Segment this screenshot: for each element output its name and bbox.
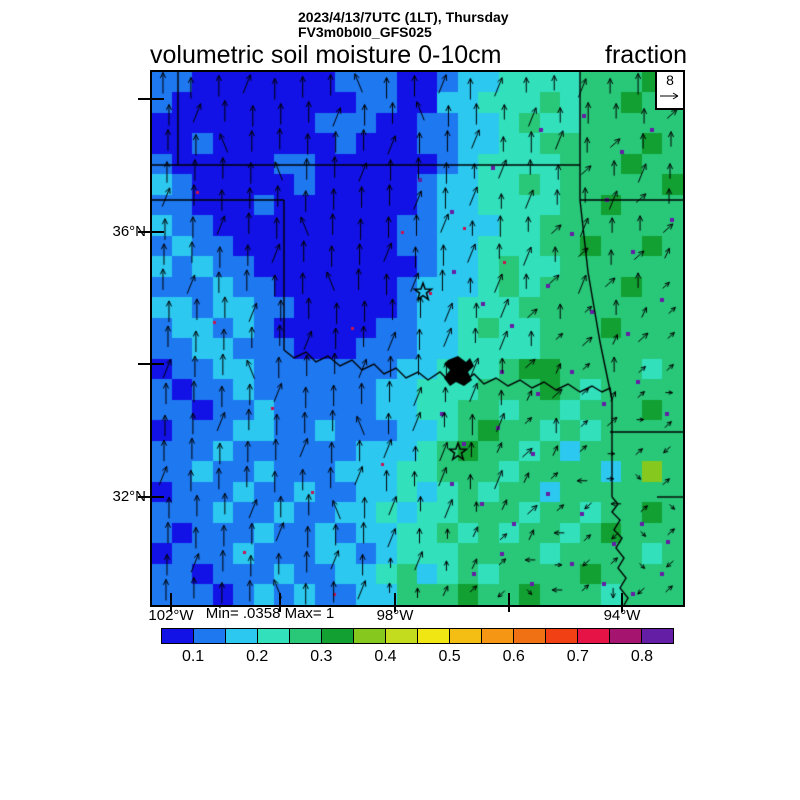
colorbar-cell (577, 628, 610, 644)
units-label: fraction (605, 41, 687, 69)
reference-vector-value: 8 (666, 72, 674, 88)
minmax-stats-text: Min= .0358 Max= 1 (205, 605, 335, 622)
reference-vector-box: 8 (655, 70, 685, 110)
lat-tick (138, 98, 164, 100)
colorbar-cell (257, 628, 290, 644)
colorbar-cell (417, 628, 450, 644)
soil-moisture-map-canvas (152, 72, 683, 605)
colorbar-cell (161, 628, 194, 644)
colorbar-tick-label: 0.2 (246, 648, 269, 665)
colorbar-tick-label: 0.5 (438, 648, 461, 665)
lon-label: 102°W (148, 607, 194, 624)
colorbar-cell (353, 628, 386, 644)
reference-arrow-icon (660, 92, 679, 100)
lon-label: 94°W (603, 607, 641, 624)
model-name-text: FV3m0b0I0_GFS025 (298, 24, 432, 40)
colorbar-cell (289, 628, 322, 644)
colorbar-cell (513, 628, 546, 644)
lon-tick (170, 593, 172, 612)
colorbar-cell (641, 628, 674, 644)
map-frame: 8 (150, 70, 685, 607)
colorbar-cell (193, 628, 226, 644)
valid-time-text: 2023/4/13/7UTC (1LT), Thursday (298, 9, 509, 25)
lat-label: 36°N (112, 223, 146, 240)
colorbar-cell (609, 628, 642, 644)
lon-tick (621, 593, 623, 612)
colorbar-tick-label: 0.7 (566, 648, 589, 665)
lat-tick (138, 496, 164, 498)
plot-header: 2023/4/13/7UTC (1LT), Thursday FV3m0b0I0… (298, 10, 509, 40)
colorbar-cell (481, 628, 514, 644)
colorbar-cell (321, 628, 354, 644)
colorbar (161, 628, 674, 644)
lat-tick (138, 231, 164, 233)
colorbar-cell (385, 628, 418, 644)
page-title: volumetric soil moisture 0-10cm (150, 41, 502, 69)
colorbar-tick-label: 0.4 (374, 648, 397, 665)
colorbar-tick-label: 0.1 (181, 648, 205, 665)
colorbar-tick-label: 0.6 (502, 648, 525, 665)
colorbar-tick-label: 0.8 (630, 648, 654, 665)
lon-tick (508, 593, 510, 612)
lat-label: 32°N (112, 488, 146, 505)
colorbar-tick-label: 0.3 (310, 648, 333, 665)
lon-tick (394, 593, 396, 612)
lat-tick (138, 363, 164, 365)
colorbar-cell (545, 628, 578, 644)
colorbar-cell (449, 628, 482, 644)
lon-tick (279, 593, 281, 612)
colorbar-cell (225, 628, 258, 644)
lon-label: 98°W (376, 607, 414, 624)
